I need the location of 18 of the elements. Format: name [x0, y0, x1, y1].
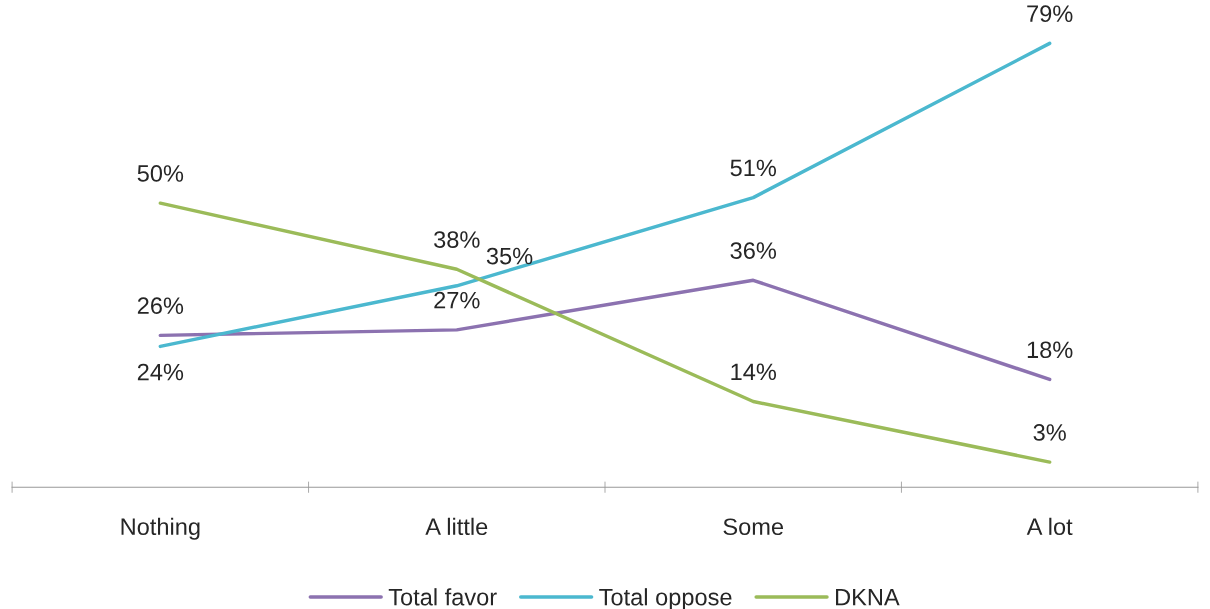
x-tick-label: Nothing — [121, 517, 200, 540]
data-label: 14% — [731, 363, 777, 381]
data-label: 24% — [137, 363, 184, 381]
data-label: 18% — [1027, 341, 1073, 359]
data-label: 79% — [1027, 5, 1073, 23]
data-label: 38% — [434, 231, 480, 248]
data-label: 26% — [137, 297, 184, 315]
data-label: 50% — [137, 165, 184, 182]
data-label: 27% — [434, 291, 480, 309]
data-label: 51% — [730, 159, 777, 177]
data-label: 35% — [486, 247, 533, 265]
legend-label: DKNA — [836, 589, 900, 606]
x-tick-label: A little — [425, 517, 488, 536]
data-label: 36% — [730, 242, 777, 259]
data-label: 3% — [1033, 424, 1066, 441]
x-tick-label: Some — [723, 518, 784, 536]
legend-label: Total favor — [388, 588, 497, 606]
x-tick-label: A lot — [1026, 517, 1073, 536]
